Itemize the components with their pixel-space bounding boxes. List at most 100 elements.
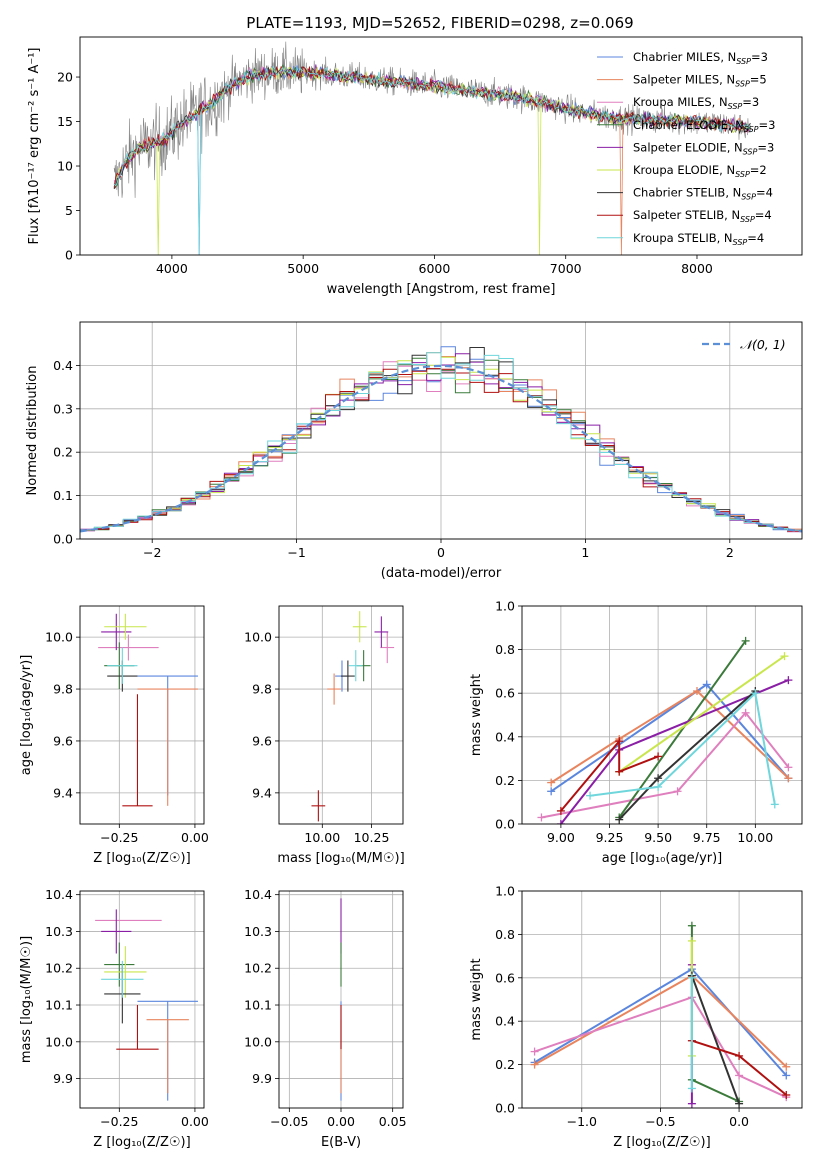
y-axis-label: mass weight [469, 958, 484, 1040]
weight-line-chabrier_stelib [690, 975, 741, 1105]
x-tick-label: −0.5 [645, 1114, 675, 1129]
y-axis-label: mass weight [469, 674, 484, 756]
x-tick-label: 6000 [419, 261, 451, 276]
x-axis-label: Z [log₁₀(Z/Z☉)] [93, 851, 190, 866]
y-tick-label: 9.9 [53, 1071, 73, 1086]
legend-label: Salpeter ELODIE, NSSP=3 [633, 140, 774, 156]
x-axis-label: Z [log₁₀(Z/Z☉)] [93, 1135, 190, 1150]
x-tick-label: 0.00 [327, 1114, 355, 1129]
model-line-chabrier_stelib [113, 66, 751, 190]
y-tick-label: 15 [57, 114, 73, 129]
weight-line-kroupa_stelib [589, 691, 776, 805]
y-tick-label: 0.6 [495, 970, 515, 985]
panel-spectrum: 4000 5000 6000 7000 8000 0 5 10 15 20 wavelength [… [27, 36, 803, 297]
x-tick-label: −0.05 [270, 1114, 308, 1129]
y-tick-label: 10 [57, 159, 73, 174]
panel-residuals: −2 −1 0 1 2 0.0 0.1 0.2 0.3 0.4 (data-model)/error… [25, 321, 803, 581]
y-tick-label: 10.3 [45, 924, 73, 939]
legend-label: Salpeter MILES, NSSP=5 [633, 73, 767, 89]
axes-frame [79, 890, 205, 1109]
y-tick-label: 0.6 [495, 686, 515, 701]
plot-area-weight_vs_z [530, 921, 791, 1108]
y-tick-label: 9.4 [53, 785, 73, 800]
legend-label: Kroupa MILES, NSSP=3 [633, 95, 759, 111]
y-tick-label: 5 [65, 203, 73, 218]
axes-frame [278, 890, 404, 1109]
y-tick-label: 1.0 [495, 599, 515, 614]
weight-line-salpeter_stelib [560, 738, 659, 812]
x-tick-label: −0.25 [100, 830, 138, 845]
legend-label: 𝒩(0, 1) [740, 337, 786, 352]
x-tick-label: 0 [437, 545, 445, 560]
plot-area-residuals [80, 346, 802, 533]
y-tick-label: 10.3 [244, 924, 272, 939]
weight-line-kroupa_miles [541, 711, 790, 819]
normal-curve [80, 364, 802, 533]
x-tick-label: 10.25 [354, 830, 390, 845]
panel-age_vs_z: −0.25 0.00 9.4 9.6 9.8 10.0 Z [log₁₀(Z/Z☉)] age… [19, 605, 209, 866]
y-tick-label: 0.3 [53, 401, 73, 416]
panel-age_vs_mass: 10.00 10.25 9.4 9.6 9.8 10.0 mass [log₁₀(M/M☉)… [244, 605, 405, 866]
y-tick-label: 0.4 [495, 729, 515, 744]
weight-line-kroupa_elodie [618, 655, 786, 773]
y-tick-label: 0.0 [53, 532, 73, 547]
legend-label: Kroupa STELIB, NSSP=4 [633, 231, 764, 247]
y-axis-label: Flux [fλ10⁻¹⁷ erg cm⁻² s⁻¹ A⁻¹] [27, 48, 42, 245]
y-tick-label: 0.1 [53, 488, 73, 503]
y-tick-label: 1.0 [495, 884, 515, 899]
panel-weight_vs_z: −1.0 −0.5 0.0 0.0 0.2 0.4 0.6 0.8 1.0 Z [log₁₀(Z/… [469, 884, 803, 1150]
y-tick-label: 0.0 [495, 1101, 515, 1116]
y-tick-label: 0.4 [495, 1014, 515, 1029]
y-axis-label: mass [log₁₀(M/M☉)] [19, 936, 34, 1063]
x-tick-label: 2 [726, 545, 734, 560]
x-tick-label: 5000 [287, 261, 319, 276]
y-tick-label: 10.0 [244, 1034, 272, 1049]
y-tick-label: 10.0 [45, 630, 73, 645]
x-tick-label: 0.05 [379, 1114, 407, 1129]
axes-frame [79, 36, 803, 256]
axes-frame [79, 605, 205, 825]
legend-label: Chabrier ELODIE, NSSP=3 [633, 118, 775, 134]
y-axis-label: age [log₁₀(age/yr)] [19, 655, 34, 776]
y-tick-label: 10.4 [45, 887, 73, 902]
y-tick-label: 9.8 [252, 682, 272, 697]
y-tick-label: 10.2 [244, 961, 272, 976]
figure-title: PLATE=1193, MJD=52652, FIBERID=0298, z=0… [246, 14, 633, 32]
x-tick-label: −1.0 [567, 1114, 597, 1129]
x-tick-label: 8000 [681, 261, 713, 276]
weight-line-chabrier_stelib [618, 690, 756, 821]
y-tick-label: 9.4 [252, 785, 272, 800]
x-tick-label: 9.50 [644, 830, 672, 845]
y-tick-label: 0.0 [495, 817, 515, 832]
x-tick-label: 0.00 [181, 830, 209, 845]
x-axis-label: E(B-V) [321, 1135, 361, 1150]
x-tick-label: −0.25 [100, 1114, 138, 1129]
y-tick-label: 10.1 [45, 998, 73, 1013]
x-tick-label: −2 [143, 545, 161, 560]
x-tick-label: 0.00 [181, 1114, 209, 1129]
y-tick-label: 0.2 [495, 1057, 515, 1072]
x-axis-label: (data-model)/error [381, 566, 502, 581]
x-tick-label: 10.00 [304, 830, 340, 845]
panel-mass_vs_ebv: −0.05 0.00 0.05 9.9 10.0 10.1 10.2 10.3 10.4 E(B-… [244, 887, 406, 1150]
x-axis-label: wavelength [Angstrom, rest frame] [327, 282, 556, 297]
x-tick-label: 9.25 [596, 830, 624, 845]
model-line-chabrier_miles [113, 65, 751, 255]
weight-line-salpeter_elodie [560, 679, 789, 824]
x-tick-label: 9.00 [547, 830, 575, 845]
y-axis-label: Normed distribution [25, 366, 40, 496]
weight-line-salpeter_miles [550, 689, 790, 784]
legend-label: Chabrier STELIB, NSSP=4 [633, 186, 773, 202]
y-tick-label: 9.6 [252, 733, 272, 748]
y-tick-label: 0 [65, 248, 73, 263]
x-axis-label: age [log₁₀(age/yr)] [602, 851, 723, 866]
y-tick-label: 0.8 [495, 642, 515, 657]
y-tick-label: 10.0 [244, 630, 272, 645]
plot-area-mass_vs_z [95, 909, 198, 1101]
plot-area-spectrum [113, 41, 751, 255]
legend-label: Kroupa ELODIE, NSSP=2 [633, 163, 767, 179]
axes-frame [79, 321, 803, 540]
panel-weight_vs_age: 9.00 9.25 9.50 9.75 10.00 0.0 0.2 0.4 0.6 0.8 1.0 a… [469, 599, 803, 866]
panel-mass_vs_z: −0.25 0.00 9.9 10.0 10.1 10.2 10.3 10.4 Z [log₁₀… [19, 887, 209, 1150]
